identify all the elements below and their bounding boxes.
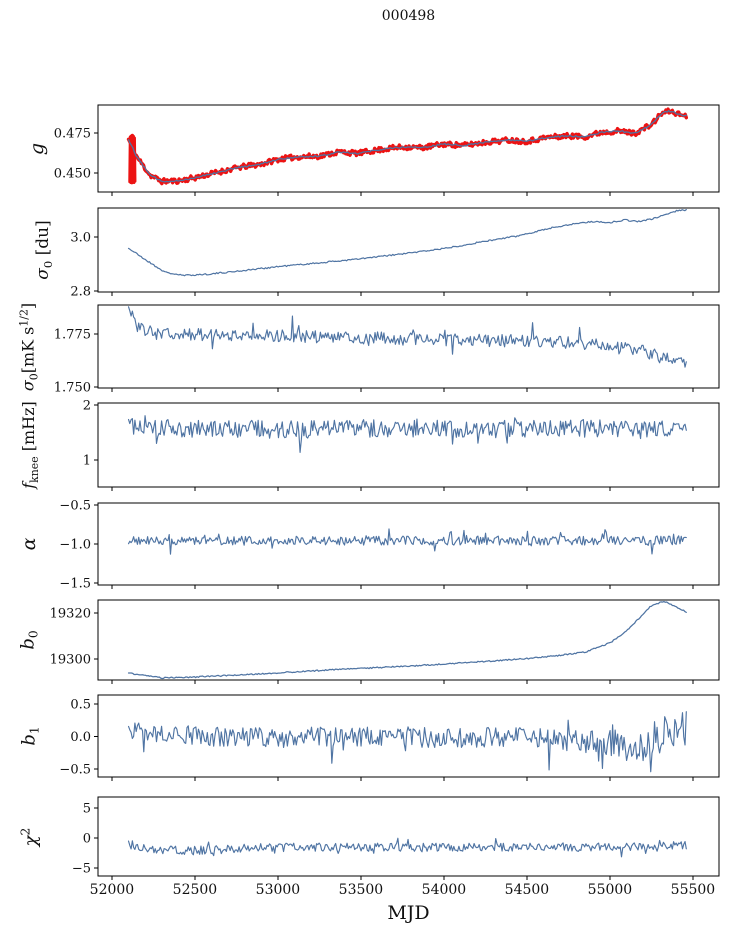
y-axis-label-sigma0-du: σ0 [du] <box>33 220 55 279</box>
panel-g: 0.450 0.475 <box>54 104 720 196</box>
axes-frame <box>97 502 720 586</box>
panel-sigma0-mk: 1.750 1.775 <box>54 304 720 395</box>
ylabel-segment: α <box>18 537 40 551</box>
ylabel-segment: f <box>19 482 39 489</box>
x-tick-label: 53500 <box>339 882 384 898</box>
series-g-mean-line <box>127 109 687 183</box>
axes-frame <box>97 599 720 681</box>
ylabel-segment: [mHz] <box>19 401 39 457</box>
y-tick-label: −0.5 <box>59 763 91 778</box>
y-tick-label: 19300 <box>50 653 91 668</box>
y-tick-label: −0.5 <box>59 499 91 514</box>
ylabel-segment: ] <box>18 302 38 309</box>
ylabel-segment: σ <box>32 268 53 280</box>
y-tick-label: 0 <box>83 832 91 847</box>
y-axis-label-g: g <box>26 142 48 154</box>
y-tick-label: 5 <box>83 801 91 816</box>
ylabel-segment: 1 <box>27 726 42 735</box>
y-tick-label: 3.0 <box>70 230 91 245</box>
series-g-start-spike <box>128 133 137 185</box>
series-chi2-line <box>127 837 687 858</box>
x-tick-label: 55000 <box>588 882 633 898</box>
x-axis-label: MJD <box>387 902 430 924</box>
y-axis-label-alpha: α <box>18 538 40 551</box>
y-tick-label: −1.0 <box>59 538 91 553</box>
ylabel-segment: 1/2 <box>17 308 31 327</box>
plot-title: 000498 <box>381 8 436 24</box>
ylabel-segment: 0 <box>27 372 41 380</box>
ylabel-segment: χ <box>20 834 42 846</box>
ylabel-segment: [du] <box>32 220 53 261</box>
series-alpha-line <box>127 528 687 555</box>
x-tick-label: 53000 <box>256 882 301 898</box>
series-b0-line <box>127 600 687 680</box>
y-tick-label: 19320 <box>50 606 91 621</box>
panel-fknee: 12 <box>83 398 720 491</box>
y-axis-label-fknee: fknee [mHz] <box>19 401 41 489</box>
y-tick-label: −1.5 <box>59 576 91 591</box>
y-tick-label: 2.8 <box>70 284 91 299</box>
panel-b0: 19300 19320 <box>50 599 720 684</box>
x-tick-label: 52500 <box>173 882 218 898</box>
series-sigma0-du-line <box>127 209 687 277</box>
ylabel-segment: g <box>26 142 48 155</box>
axes-frame <box>97 304 720 389</box>
y-tick-label: 1 <box>83 454 91 469</box>
x-tick-label: 55500 <box>671 882 716 898</box>
ylabel-segment: [mK s <box>18 326 38 373</box>
panel-chi2: −5 0 5 52000 52500 53000 53500 54000 54500 55000 5… <box>72 796 720 898</box>
axes-frame <box>97 207 720 293</box>
series-fknee-line <box>127 415 687 453</box>
y-tick-label: 1.750 <box>54 380 91 395</box>
y-axis-label-sigma0-mk: σ0[mK s1/2] <box>18 302 41 390</box>
y-tick-label: 2 <box>83 398 91 413</box>
y-tick-label: 0.450 <box>54 166 91 181</box>
ylabel-segment: 0 <box>26 630 41 639</box>
y-tick-label: 0.475 <box>54 126 91 141</box>
axes-frame <box>97 104 720 193</box>
axes-frame <box>97 796 720 877</box>
ylabel-segment: 2 <box>18 827 33 835</box>
series-sigma0-mk-line <box>127 306 687 368</box>
y-tick-label: 1.775 <box>54 328 91 343</box>
series-b1-line <box>127 711 687 773</box>
y-axis-label-b0: b0 <box>17 630 40 649</box>
x-tick-label: 54500 <box>505 882 550 898</box>
ylabel-segment: b <box>17 638 39 650</box>
ylabel-segment: knee <box>27 456 41 483</box>
panel-b1: −0.5 0.0 0.5 <box>59 694 720 781</box>
panel-sigma0-du: 2.8 3.0 <box>70 207 720 299</box>
y-tick-label: 0.5 <box>70 697 91 712</box>
x-tick-label: 52000 <box>90 882 135 898</box>
series-g-fit-overlay <box>126 107 688 186</box>
y-tick-label: −5 <box>72 862 91 877</box>
y-axis-label-b1: b1 <box>18 726 41 745</box>
y-tick-label: 0.0 <box>70 730 91 745</box>
axes-frame <box>97 402 720 488</box>
ylabel-segment: 0 <box>41 260 56 269</box>
panel-alpha: −1.5 −1.0 −0.5 <box>59 499 720 591</box>
ylabel-segment: σ <box>18 379 38 391</box>
ylabel-segment: b <box>18 734 40 746</box>
y-axis-label-chi2: χ2 <box>19 827 42 846</box>
x-tick-label: 54000 <box>422 882 467 898</box>
